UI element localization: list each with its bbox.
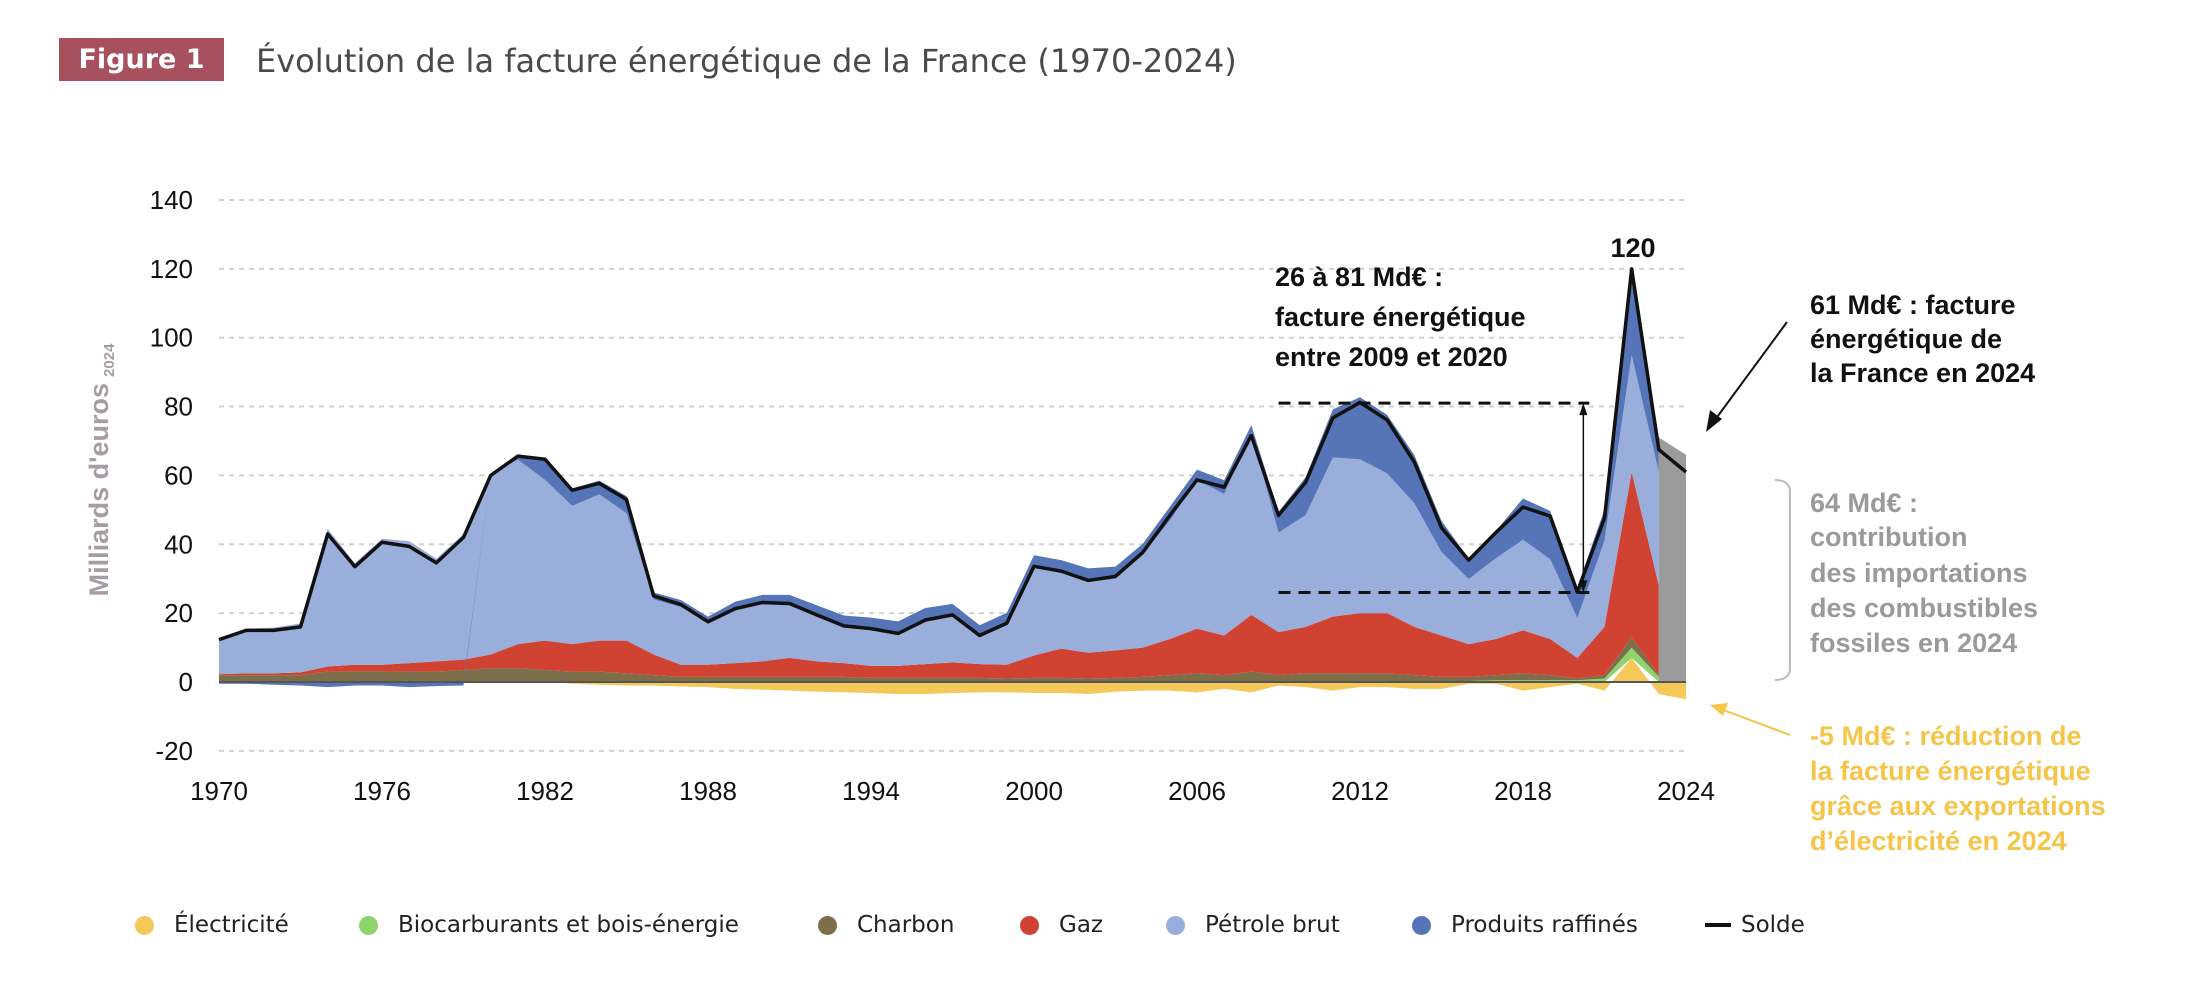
area-2024-aggregate: [1658, 437, 1686, 682]
y-tick-label: 140: [150, 185, 193, 215]
y-axis-label: Milliards d'euros2024: [84, 343, 118, 596]
legend: Électricité Biocarburants et bois-énergi…: [0, 912, 2194, 946]
elec-arrow: [1717, 707, 1791, 736]
legend-label: Gaz: [1059, 912, 1103, 938]
charbon-swatch-icon: [818, 915, 837, 935]
total-annotation-line3: la France en 2024: [1810, 358, 2035, 388]
electricite-swatch-icon: [135, 915, 154, 935]
x-tick-label: 2018: [1494, 776, 1552, 806]
solde-line: [218, 267, 1688, 642]
range-annotation-line2: facture énergétique: [1275, 302, 1526, 332]
x-tick-label: 2000: [1005, 776, 1063, 806]
elec-annotation-line4: d’électricité en 2024: [1810, 826, 2067, 856]
elec-arrow-head-icon: [1710, 703, 1728, 716]
legend-item-solde: Solde: [1705, 912, 1805, 938]
legend-label: Électricité: [174, 912, 289, 938]
legend-item-electricite: Électricité: [135, 912, 289, 938]
biocarburants-swatch-icon: [359, 915, 378, 935]
legend-label: Produits raffinés: [1451, 912, 1638, 938]
fossil-annotation-line4: des combustibles: [1810, 593, 2038, 623]
range-annotation-line3: entre 2009 et 2020: [1275, 342, 1508, 372]
fossil-annotation-line5: fossiles en 2024: [1810, 628, 2017, 658]
arrow-up-icon: [1579, 403, 1588, 416]
x-tick-label: 1976: [353, 776, 411, 806]
raffines-swatch-icon: [1412, 915, 1431, 935]
area-pétrole-brut: [219, 354, 1659, 675]
stacked-areas: [218, 267, 1688, 700]
legend-label: Charbon: [857, 912, 955, 938]
x-tick-label: 1982: [516, 776, 574, 806]
figure-badge: Figure 1: [59, 38, 224, 81]
y-tick-label: 120: [150, 254, 193, 284]
x-tick-label: 1994: [842, 776, 900, 806]
legend-label: Solde: [1741, 912, 1805, 938]
total-annotation-line1: 61 Md€ : facture: [1810, 290, 2016, 320]
x-tick-label: 2006: [1168, 776, 1226, 806]
x-tick-label: 1970: [190, 776, 248, 806]
fossil-annotation-line1: 64 Md€ :: [1810, 488, 1918, 518]
legend-item-biocarburants: Biocarburants et bois-énergie: [359, 912, 739, 938]
petrole-swatch-icon: [1166, 915, 1185, 935]
chart-title: Évolution de la facture énergétique de l…: [256, 42, 1237, 80]
x-tick-label: 1988: [679, 776, 737, 806]
x-tick-label: 2012: [1331, 776, 1389, 806]
x-tick-label: 2024: [1657, 776, 1715, 806]
legend-label: Pétrole brut: [1205, 912, 1340, 938]
area-gaz: [219, 471, 1659, 679]
legend-item-produits-raffines: Produits raffinés: [1412, 912, 1638, 938]
area-électricité: [219, 657, 1686, 700]
legend-label: Biocarburants et bois-énergie: [398, 912, 739, 938]
arrow-down-icon: [1579, 580, 1588, 593]
total-annotation-line2: énergétique de: [1810, 324, 2002, 354]
y-tick-label: 80: [164, 392, 193, 422]
y-tick-label: 60: [164, 460, 193, 490]
peak-label: 120: [1610, 233, 1655, 263]
elec-annotation-line2: la facture énergétique: [1810, 756, 2091, 786]
legend-item-gaz: Gaz: [1020, 912, 1103, 938]
y-tick-label: 100: [150, 323, 193, 353]
x-tick-labels: 1970 1976 1982 1988 1994 2000 2006 2012 2018 2024: [190, 776, 1715, 806]
gaz-swatch-icon: [1020, 915, 1039, 935]
total-arrow: [1711, 321, 1788, 425]
fossil-annotation-line2: contribution: [1810, 522, 1967, 552]
legend-item-charbon: Charbon: [818, 912, 954, 938]
range-annotation-line1: 26 à 81 Md€ :: [1275, 262, 1443, 292]
area-charbon: [219, 637, 1659, 682]
elec-annotation-line1: -5 Md€ : réduction de: [1810, 721, 2082, 751]
y-tick-labels: -20 0 20 40 60 80 100 120 140: [150, 185, 193, 766]
legend-item-petrole-brut: Pétrole brut: [1166, 912, 1340, 938]
total-arrow-head-icon: [1706, 410, 1722, 432]
fossil-bracket: [1774, 479, 1791, 681]
solde-line-icon: [1705, 923, 1731, 927]
y-tick-label: 40: [164, 529, 193, 559]
elec-annotation-line3: grâce aux exportations: [1810, 791, 2106, 821]
y-tick-label: -20: [155, 736, 193, 766]
y-tick-label: 0: [179, 667, 193, 697]
annotations: 26 à 81 Md€ : facture énergétique entre …: [1275, 233, 2106, 856]
fossil-annotation-line3: des importations: [1810, 558, 2028, 588]
y-tick-label: 20: [164, 598, 193, 628]
